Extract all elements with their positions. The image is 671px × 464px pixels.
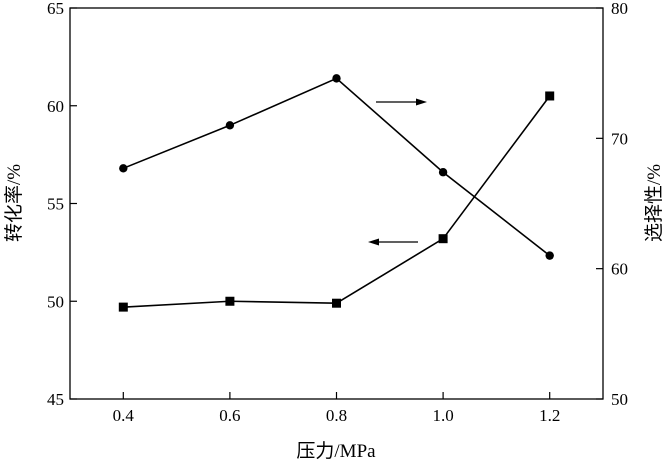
data-point-square — [225, 296, 235, 306]
data-point-square — [438, 234, 448, 244]
right-y-tick-label: 60 — [611, 260, 628, 279]
plot-frame — [69, 7, 604, 400]
right-y-axis-title: 选择性/% — [643, 164, 665, 242]
x-tick-label: 0.6 — [219, 406, 240, 425]
left-y-axis-ticks: 45 50 55 60 65 — [47, 0, 77, 409]
left-y-tick-label: 65 — [47, 0, 64, 18]
arrow-right-annotation — [376, 98, 427, 106]
data-point-circle — [545, 251, 554, 260]
left-y-axis-title: 转化率/% — [3, 164, 25, 242]
left-y-tick-label: 55 — [47, 195, 64, 214]
data-point-square — [332, 298, 341, 308]
data-point-circle — [225, 121, 235, 130]
x-tick-label: 1.2 — [539, 406, 560, 425]
x-tick-label: 0.8 — [326, 406, 347, 425]
arrow-left-annotation — [368, 238, 418, 246]
data-point-circle — [332, 74, 341, 83]
series-line-circle — [123, 77, 551, 257]
left-y-tick-label: 60 — [47, 97, 64, 116]
right-y-tick-label: 80 — [611, 0, 628, 18]
series-layer — [118, 74, 555, 312]
series-line-square — [123, 95, 551, 308]
left-y-tick-label: 50 — [47, 292, 64, 311]
left-y-tick-label: 45 — [47, 390, 64, 409]
right-y-axis-ticks: 50 60 70 80 — [596, 0, 628, 409]
x-axis-title: 压力/MPa — [296, 440, 376, 462]
x-tick-label: 0.4 — [113, 406, 135, 425]
data-point-circle — [438, 168, 448, 177]
right-y-tick-label: 70 — [611, 129, 628, 148]
data-point-square — [118, 302, 128, 312]
x-axis-ticks: 0.4 0.6 0.8 1.0 1.2 — [113, 392, 560, 425]
right-y-tick-label: 50 — [611, 390, 628, 409]
data-point-square — [545, 91, 555, 101]
data-point-circle — [119, 164, 128, 173]
x-tick-label: 1.0 — [432, 406, 453, 425]
